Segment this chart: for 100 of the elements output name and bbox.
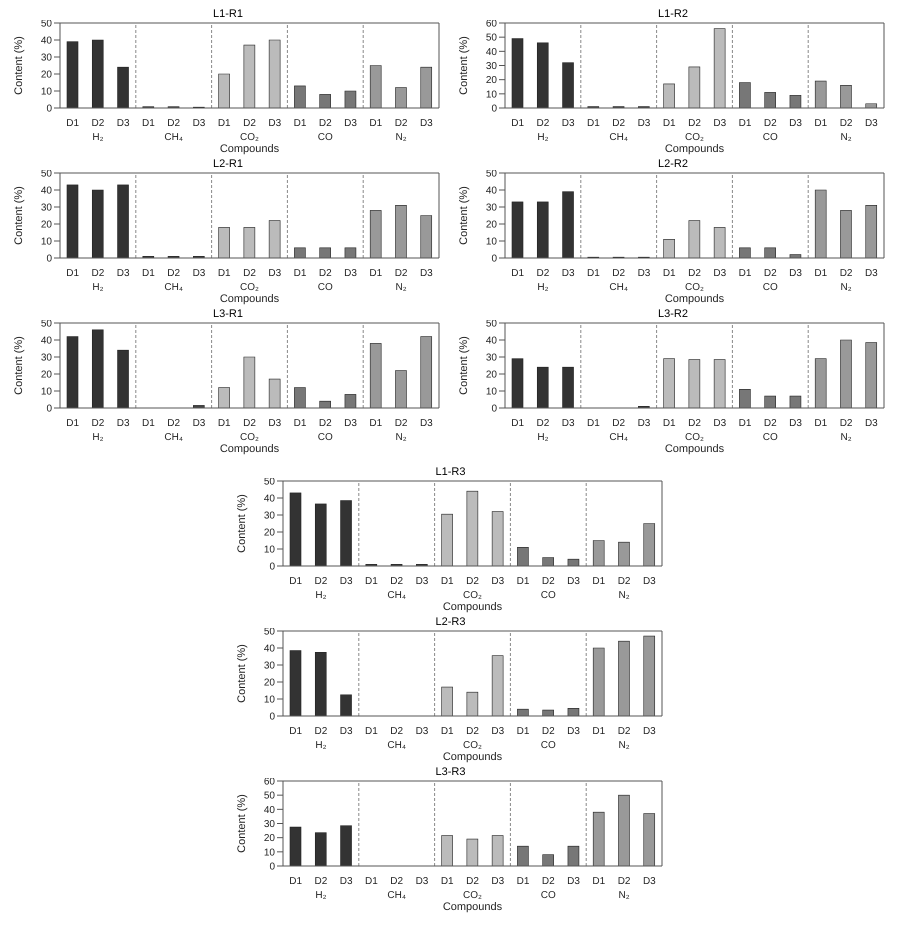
x-tick-label: D1 — [66, 418, 80, 429]
y-tick-label: 40 — [263, 494, 275, 505]
y-tick-label: 20 — [486, 75, 498, 86]
y-axis-title: Content (%) — [458, 36, 470, 95]
x-tick-label: D3 — [864, 418, 878, 429]
text: N₂ — [618, 590, 630, 601]
x-tick-label: D2 — [314, 576, 328, 587]
y-tick-label: 30 — [40, 52, 52, 64]
x-tick-label: D3 — [713, 268, 727, 279]
x-tick-label: D3 — [344, 418, 358, 429]
x-tick-label: D3 — [642, 576, 656, 587]
y-tick-label: 50 — [486, 318, 498, 330]
x-tick-label: D2 — [536, 118, 550, 129]
x-axis-title: Compounds — [220, 143, 280, 155]
x-tick-label: D1 — [516, 726, 530, 737]
x-tick-label: D3 — [642, 726, 656, 737]
y-tick-label: 50 — [486, 32, 498, 44]
x-tick-label: D3 — [789, 118, 802, 129]
text: N₂ — [396, 132, 407, 143]
x-tick-label: D1 — [142, 268, 156, 279]
text: N₂ — [618, 740, 630, 751]
chart-title: L1-R1 — [212, 8, 244, 20]
x-tick-label: D3 — [638, 118, 651, 129]
x-tick-label: D1 — [814, 418, 828, 429]
text: CO₂ — [462, 590, 482, 601]
x-tick-label: D2 — [167, 118, 181, 129]
text: N₂ — [840, 132, 852, 143]
text: H₂ — [314, 890, 326, 901]
text: CO₂ — [685, 282, 704, 293]
y-tick-label: 0 — [46, 104, 52, 115]
x-tick-label: D1 — [587, 268, 600, 279]
y-tick-label: 0 — [491, 104, 498, 115]
y-tick-label: 10 — [40, 386, 52, 398]
y-tick-label: 50 — [40, 18, 52, 30]
y-tick-label: 50 — [40, 318, 52, 330]
text: CO — [762, 132, 778, 143]
text: CO — [540, 740, 556, 751]
x-tick-label: D1 — [294, 118, 307, 129]
y-axis-title: Content (%) — [12, 336, 25, 395]
y-tick-label: 50 — [486, 168, 498, 180]
x-tick-label: D2 — [390, 726, 404, 737]
x-tick-label: D1 — [288, 876, 302, 887]
x-tick-label: D1 — [662, 118, 676, 129]
x-tick-label: D2 — [612, 418, 626, 429]
x-tick-label: D1 — [662, 418, 676, 429]
x-tick-label: D1 — [364, 576, 378, 587]
text: N₂ — [840, 282, 852, 293]
y-tick-label: 30 — [486, 61, 498, 72]
x-tick-label: D1 — [592, 726, 606, 737]
text: CH₄ — [386, 890, 406, 901]
text: CO₂ — [685, 432, 704, 443]
x-tick-label: D3 — [415, 576, 428, 587]
x-tick-label: D1 — [218, 118, 232, 129]
y-tick-label: 20 — [40, 220, 52, 231]
text: CO — [762, 282, 778, 293]
text: CO₂ — [685, 132, 704, 143]
x-tick-label: D3 — [344, 268, 358, 279]
x-tick-label: D2 — [314, 876, 328, 887]
x-tick-label: D1 — [516, 576, 530, 587]
x-tick-label: D1 — [738, 268, 752, 279]
x-tick-label: D3 — [339, 876, 352, 887]
x-tick-label: D3 — [116, 418, 130, 429]
x-tick-label: D2 — [840, 418, 853, 429]
y-axis-title: Content (%) — [458, 186, 470, 245]
text: CO₂ — [462, 740, 482, 751]
chart-title: L2-R2 — [657, 158, 689, 170]
x-tick-label: D1 — [66, 268, 80, 279]
x-tick-label: D2 — [840, 268, 853, 279]
y-tick-label: 10 — [263, 694, 275, 706]
y-tick-label: 50 — [263, 790, 275, 802]
x-tick-label: D2 — [167, 418, 181, 429]
text: CH₄ — [164, 282, 183, 293]
y-tick-label: 0 — [46, 404, 52, 415]
x-tick-label: D2 — [617, 726, 630, 737]
y-tick-label: 0 — [491, 254, 498, 265]
y-tick-label: 40 — [40, 36, 52, 47]
text: H₂ — [537, 132, 549, 143]
y-tick-label: 20 — [263, 833, 275, 844]
y-axis-title: Content (%) — [12, 186, 25, 245]
x-tick-label: D3 — [339, 726, 352, 737]
y-tick-label: 20 — [40, 70, 52, 81]
x-tick-label: D1 — [511, 118, 524, 129]
x-tick-label: D1 — [142, 418, 156, 429]
x-tick-label: D1 — [369, 418, 383, 429]
x-tick-label: D1 — [66, 118, 80, 129]
y-tick-label: 10 — [486, 386, 498, 398]
x-tick-label: D2 — [612, 118, 626, 129]
x-tick-label: D1 — [738, 418, 752, 429]
x-tick-label: D1 — [440, 726, 454, 737]
x-tick-label: D3 — [638, 268, 651, 279]
x-tick-label: D3 — [642, 876, 656, 887]
x-tick-label: D2 — [394, 268, 408, 279]
x-tick-label: D1 — [440, 576, 454, 587]
x-tick-label: D2 — [764, 268, 778, 279]
x-tick-label: D2 — [466, 576, 479, 587]
text: H₂ — [92, 432, 104, 443]
text: H₂ — [92, 282, 104, 293]
text: H₂ — [537, 282, 549, 293]
x-tick-label: D3 — [420, 418, 434, 429]
x-tick-label: D2 — [390, 576, 404, 587]
